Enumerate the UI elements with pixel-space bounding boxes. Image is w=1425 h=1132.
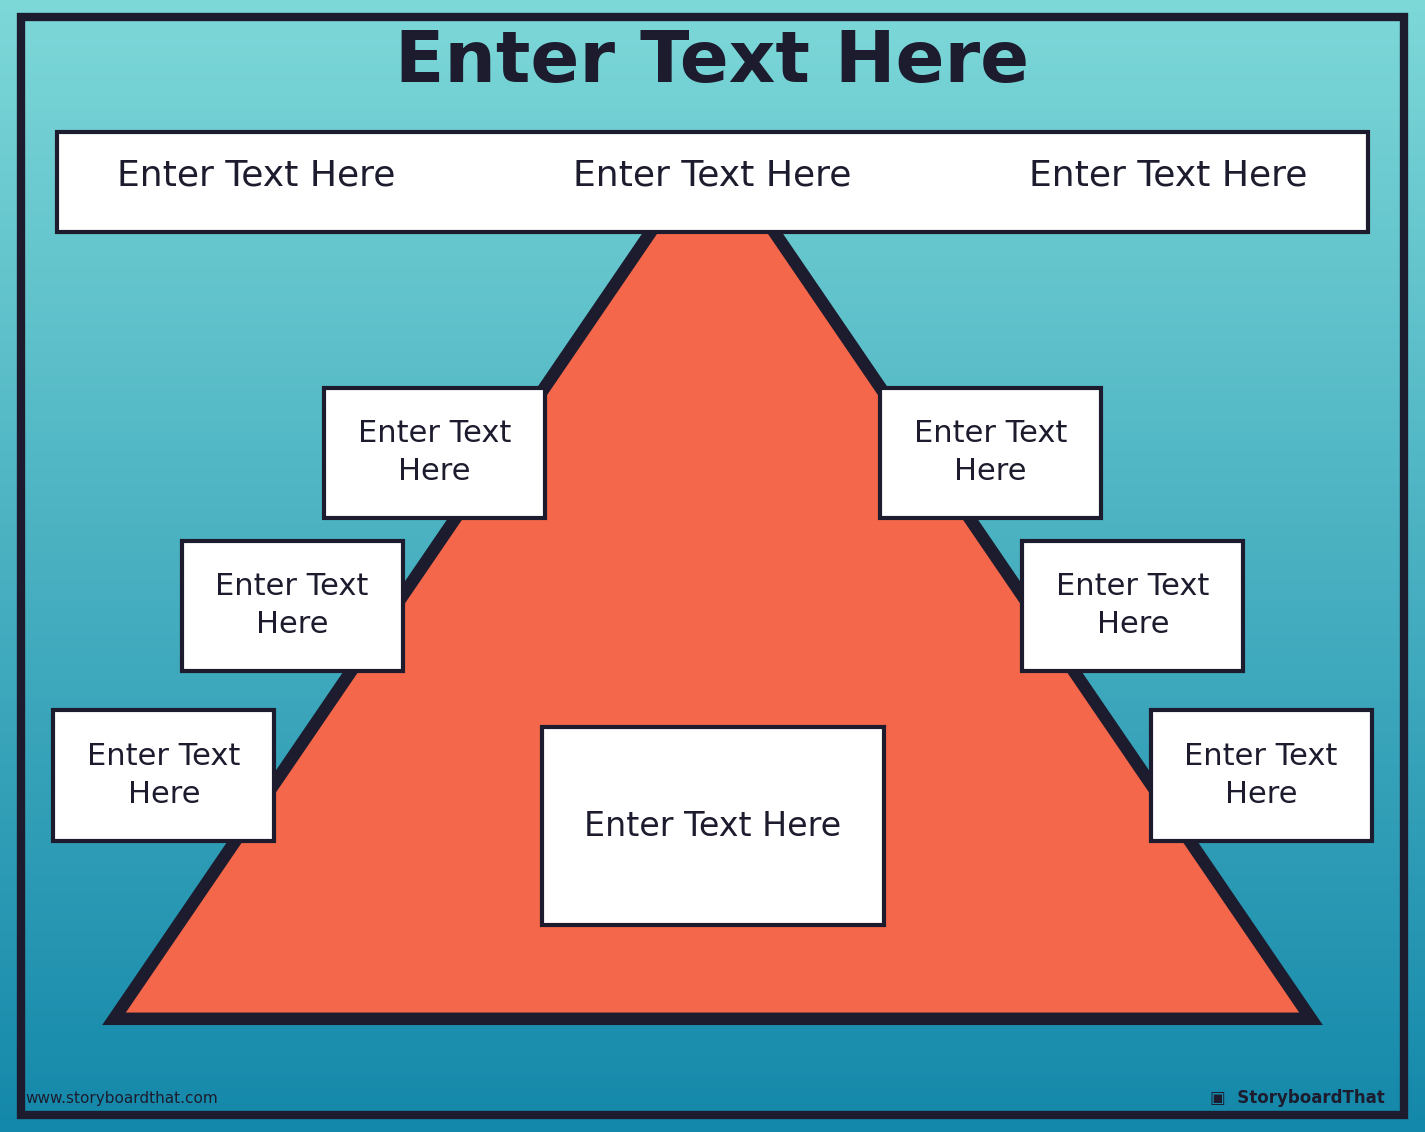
Bar	[1022, 541, 1243, 670]
Bar	[542, 727, 884, 926]
Bar	[323, 387, 544, 518]
Text: Enter Text
Here: Enter Text Here	[215, 572, 369, 640]
Text: Enter Text
Here: Enter Text Here	[913, 419, 1067, 487]
Text: www.storyboardthat.com: www.storyboardthat.com	[26, 1090, 218, 1106]
Text: Enter Text
Here: Enter Text Here	[87, 741, 241, 809]
Text: ▣  StoryboardThat: ▣ StoryboardThat	[1210, 1089, 1385, 1107]
Bar	[182, 541, 402, 670]
Text: Enter Text
Here: Enter Text Here	[1056, 572, 1210, 640]
Text: Enter Text
Here: Enter Text Here	[358, 419, 512, 487]
Text: Enter Text Here: Enter Text Here	[117, 158, 396, 192]
Text: Enter Text
Here: Enter Text Here	[1184, 741, 1338, 809]
Text: Enter Text Here: Enter Text Here	[573, 158, 852, 192]
Bar	[57, 132, 1368, 232]
Text: Enter Text Here: Enter Text Here	[584, 809, 841, 843]
Bar	[879, 387, 1100, 518]
Polygon shape	[114, 142, 1311, 1019]
Bar	[1151, 711, 1371, 840]
Text: Enter Text Here: Enter Text Here	[395, 28, 1029, 96]
Bar	[54, 711, 274, 840]
Text: Enter Text Here: Enter Text Here	[1029, 158, 1308, 192]
